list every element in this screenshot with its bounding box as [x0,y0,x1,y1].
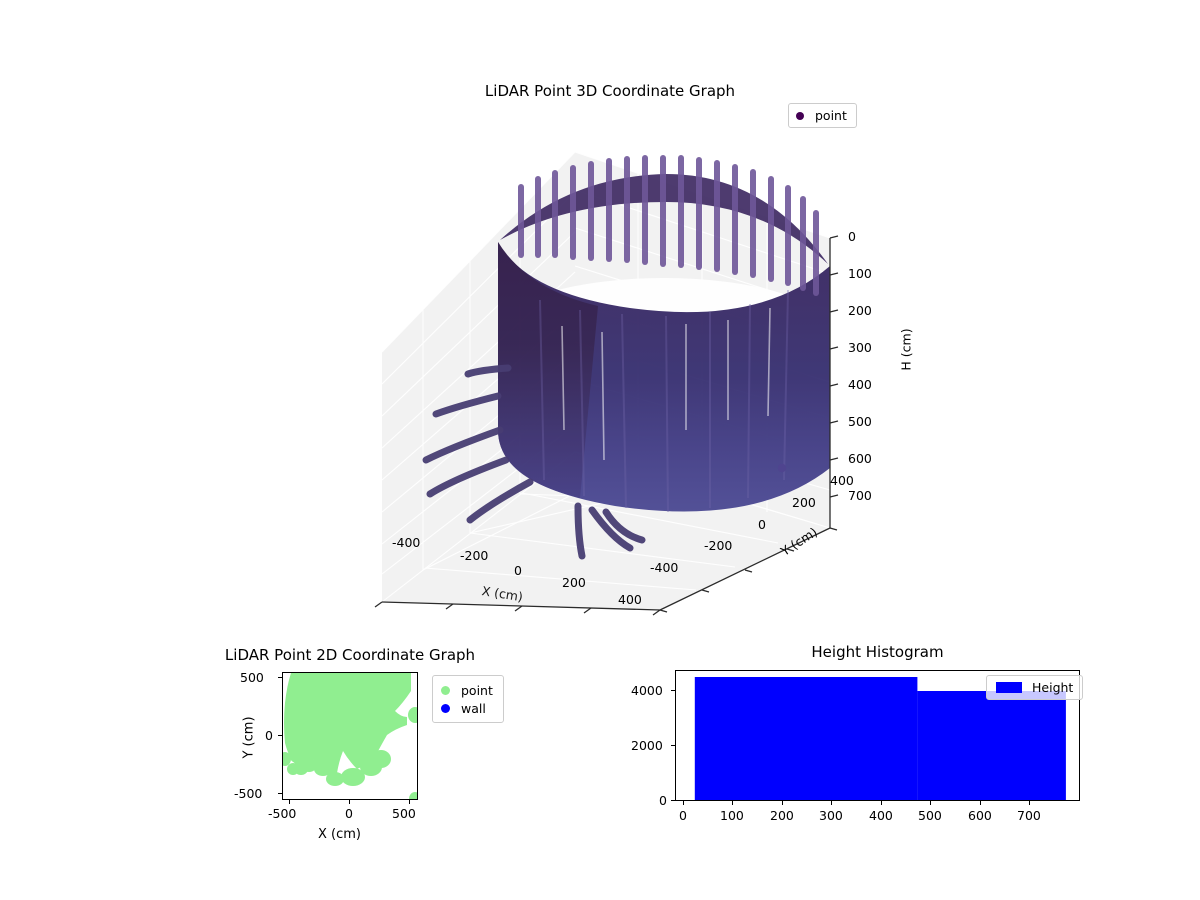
plot3d-canvas [374,151,839,616]
histogram-xtick-6: 600 [968,808,992,823]
histogram-canvas [694,677,1066,800]
histogram-xtick-mark-4 [881,801,882,805]
lidar-3d-plot: LiDAR Point 3D Coordinate Graph point [330,82,914,630]
histogram-xtick-7: 700 [1017,808,1041,823]
legend-point-label: point [461,682,493,698]
histogram-title: Height Histogram [811,643,944,661]
histogram-xtick-3: 300 [819,808,843,823]
plot3d-ztick-5: 500 [848,414,872,429]
plot3d-xtick-0: -400 [392,535,421,550]
plot2d-ytick-mark-1 [278,735,282,736]
plot2d-xtick-1: 0 [345,806,353,821]
plot3d-xtick-1: -200 [460,548,489,563]
plot3d-legend: point [788,103,857,128]
histogram-xtick-mark-6 [980,801,981,805]
plot3d-ztick-4: 400 [848,377,872,392]
plot2d-xtick-mark-2 [409,800,410,804]
histogram-xtick-mark-7 [1029,801,1030,805]
plot3d-ytick-2: 0 [758,517,766,532]
plot2d-xlabel: X (cm) [318,827,361,842]
point-cloud [422,155,830,560]
plot2d-ytick-1: 0 [265,728,273,743]
histogram-xtick-mark-3 [831,801,832,805]
histogram-xtick-1: 100 [720,808,744,823]
histogram-xtick-2: 200 [770,808,794,823]
histogram-ytick-mark-2 [671,690,675,691]
plot2d-canvas [283,673,417,799]
histogram-xtick-mark-5 [930,801,931,805]
plot3d-ztick-7: 700 [848,488,872,503]
plot3d-ztick-0: 0 [848,229,856,244]
histogram-ytick-0: 0 [659,793,667,808]
plot3d-ytick-0: 400 [830,473,854,488]
plot2d-xtick-0: -500 [268,806,297,821]
plot3d-xtick-3: 200 [562,575,586,590]
plot2d-ytick-mark-2 [278,793,282,794]
plot2d-axes-box [282,672,418,800]
plot3d-ztick-2: 200 [848,303,872,318]
plot2d-xtick-mark-1 [349,800,350,804]
legend-height-label: Height [1032,680,1074,695]
plot3d-zlabel: H (cm) [898,328,914,371]
plot2d-point-cloud [283,673,417,799]
histogram-ytick-mark-1 [671,745,675,746]
plot3d-title: LiDAR Point 3D Coordinate Graph [484,82,736,100]
legend-row-wall: wall [441,699,493,717]
histogram-bar-0 [694,677,918,800]
plot3d-ytick-4: -400 [650,560,679,575]
plot3d-ztick-1: 100 [848,266,872,281]
legend-wall-label: wall [461,700,486,716]
legend-point-label: point [815,108,847,123]
histogram-xtick-mark-0 [683,801,684,805]
plot2d-ytick-0: 500 [240,670,264,685]
plot2d-title: LiDAR Point 2D Coordinate Graph [224,646,476,664]
histogram-xtick-mark-2 [782,801,783,805]
histogram-ytick-2: 4000 [631,683,663,698]
histogram-xtick-mark-1 [732,801,733,805]
histogram-ytick-mark-0 [671,800,675,801]
plot3d-ytick-1: 200 [792,495,816,510]
histogram-bar-1 [917,691,1066,800]
lidar-2d-plot: LiDAR Point 2D Coordinate Graph [225,646,504,842]
histogram-legend: Height [986,675,1084,700]
plot3d-xtick-4: 400 [618,592,642,607]
plot3d-ztick-6: 600 [848,451,872,466]
plot3d-ytick-3: -200 [704,538,733,553]
plot3d-ztick-3: 300 [848,340,872,355]
histogram-xtick-4: 400 [869,808,893,823]
plot3d-xtick-2: 0 [514,563,522,578]
histogram-ytick-1: 2000 [631,738,663,753]
legend-point-marker-icon [796,111,804,120]
plot2d-ytick-mark-0 [278,677,282,678]
histogram-xtick-0: 0 [679,808,687,823]
plot2d-ytick-2: -500 [234,786,263,801]
plot2d-xtick-2: 500 [392,806,416,821]
height-histogram-plot: Height Histogram 0 2000 4000 0 100 200 3… [631,643,1084,823]
legend-height-swatch-icon [996,682,1022,693]
legend-point-marker-icon [441,685,450,695]
plot2d-ylabel: Y (cm) [241,716,257,759]
legend-row-point: point [441,681,493,699]
legend-wall-marker-icon [441,703,450,713]
histogram-xtick-5: 500 [918,808,942,823]
plot2d-xtick-mark-0 [289,800,290,804]
plot2d-legend: point wall [432,675,504,723]
